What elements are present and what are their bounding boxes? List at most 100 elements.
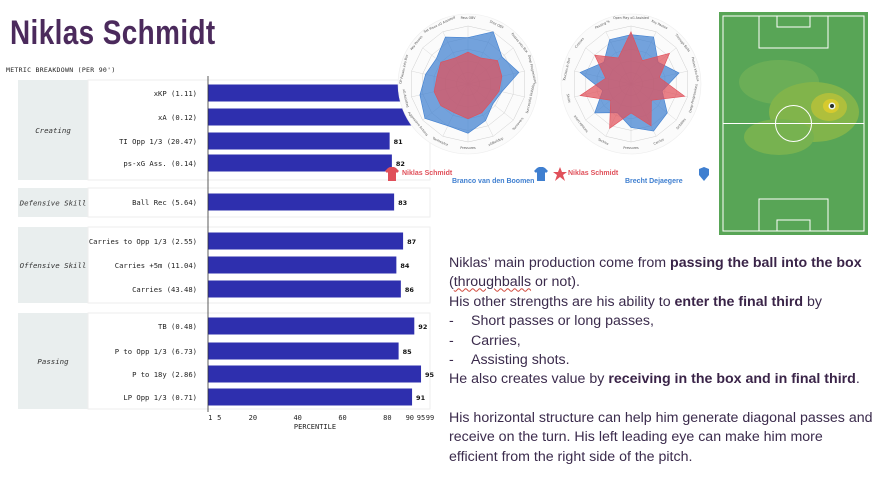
radar-axis-label: Pressures: [460, 146, 476, 150]
x-tick-label: 95: [417, 414, 425, 422]
group-panel: [18, 227, 88, 303]
red-shirt-icon: [385, 167, 399, 181]
group-label: Offensive Skill: [20, 261, 87, 270]
radar1-legend-left: Niklas Schmidt: [402, 170, 453, 177]
metric-label: Carries (43.48): [132, 285, 197, 294]
group-panel: [18, 80, 88, 180]
group-frame: [87, 187, 431, 218]
percentile-bar: [208, 154, 392, 172]
radar-axis-label: Pass OBV: [461, 16, 477, 20]
analysis-text: Niklas’ main production come from passin…: [449, 254, 874, 467]
analysis-paragraph-4: His horizontal structure can help him ge…: [449, 409, 873, 465]
radar-axis-label: Shot OBV: [489, 19, 505, 29]
x-tick-label: 80: [383, 414, 391, 422]
radar2-legend-left: Niklas Schmidt: [568, 170, 619, 177]
x-tick-label: 99: [426, 414, 434, 422]
bar-value-label: 81: [394, 138, 404, 146]
chart-subtitle: METRIC BREAKDOWN (PER 90'): [6, 66, 116, 74]
metric-label: P to Opp 1/3 (6.73): [115, 347, 197, 356]
bar-value-label: 92: [418, 323, 427, 331]
metric-label: Carries to Opp 1/3 (2.55): [89, 237, 197, 246]
page-title: Niklas Schmidt: [10, 14, 216, 52]
analysis-paragraph-3: He also creates value by receiving in th…: [449, 371, 860, 388]
metric-label: P to 18y (2.86): [132, 370, 197, 379]
list-item: - Short passes or long passes,: [449, 313, 654, 330]
percentile-bar: [208, 193, 395, 211]
metric-label: xA (0.12): [158, 113, 197, 122]
radar-axis-label: Passing %: [594, 19, 610, 30]
group-panel: [18, 313, 88, 409]
bar-value-label: 84: [400, 262, 410, 270]
group-frame: [87, 312, 431, 410]
percentile-bar: [208, 132, 390, 150]
radar1-legend-right: Branco van den Boomen: [452, 178, 535, 185]
analysis-paragraph-1: Niklas’ main production come from passin…: [449, 255, 862, 291]
group-label: Passing: [37, 357, 69, 366]
metric-label: xKP (1.11): [154, 89, 197, 98]
group-label: Creating: [35, 126, 71, 135]
radar-axis-label: Crosses: [574, 37, 585, 49]
percentile-bar: [208, 84, 406, 102]
list-item: - Assisting shots.: [449, 352, 570, 369]
x-tick-label: 60: [338, 414, 346, 422]
radar-axis-label: Touches in Box: [562, 57, 571, 82]
radar-axis-label: Carries: [653, 137, 665, 146]
radar-axis-label: Dribbles: [675, 117, 687, 130]
radar-axis-label: OP Passes into Box: [398, 54, 409, 84]
metric-label: LP Opp 1/3 (0.71): [123, 393, 197, 402]
blue-shirt-icon: [534, 167, 548, 181]
touch-heatmap-pitch: [719, 12, 868, 235]
metric-label: Carries +5m (11.04): [115, 261, 197, 270]
percentile-bar: [208, 317, 415, 335]
x-tick-label: 90: [406, 414, 414, 422]
radar-axis-label: Shots: [566, 94, 572, 104]
metric-label: Ball Rec (5.64): [132, 198, 197, 207]
x-tick-label: 1: [208, 414, 212, 422]
bar-value-label: 83: [398, 199, 407, 207]
radar-axis-label: xG Assisted: [402, 89, 410, 108]
group-label: Defensive Skill: [19, 199, 87, 208]
x-axis-label: PERCENTILE: [294, 423, 336, 431]
radar-axis-label: Passes into Box: [691, 57, 700, 82]
metric-label: TB (0.48): [158, 322, 197, 331]
bar-value-label: 87: [407, 238, 416, 246]
blue-club-icon: [699, 167, 709, 181]
radar-series-area: [579, 31, 686, 130]
radar-series-area: [433, 51, 503, 120]
radar-axis-label: Pressures: [623, 146, 639, 150]
radar-axis-label: Tackles: [596, 137, 609, 146]
radar-axis-label: Deep Progressions: [527, 54, 538, 84]
bar-value-label: 95: [425, 371, 435, 379]
bar-value-label: 85: [403, 348, 413, 356]
x-tick-label: 20: [249, 414, 257, 422]
group-panel: [18, 188, 88, 217]
percentile-bar: [208, 365, 422, 383]
x-tick-label: 40: [293, 414, 301, 422]
radar-axis-label: Tackles/Int: [431, 136, 449, 148]
metric-label: ps-xG Ass. (0.14): [123, 159, 197, 168]
bar-value-label: 86: [405, 286, 415, 294]
percentile-bar: [208, 342, 399, 360]
percentile-bar: [208, 280, 401, 298]
radar-axis-label: Key Passes: [651, 19, 669, 30]
list-item: - Carries,: [449, 332, 521, 349]
bar-value-label: 91: [416, 394, 426, 402]
radar-axis-label: Open Play xG Assisted: [613, 16, 649, 20]
red-star-icon: [553, 167, 567, 181]
percentile-bar: [208, 256, 397, 274]
radar-axis-label: Successful Dribbles: [525, 82, 536, 114]
radar2-legend-right: Brecht Dejaegere: [625, 178, 683, 185]
radar-axis-label: Deep Progressions: [688, 83, 699, 113]
group-frame: [87, 226, 431, 304]
analysis-paragraph-2: His other strengths are his ability to e…: [449, 293, 822, 310]
percentile-bar: [208, 232, 404, 250]
bar-value-label: 82: [396, 160, 405, 168]
x-tick-label: 5: [217, 414, 221, 422]
metric-label: TI Opp 1/3 (20.47): [119, 137, 197, 146]
percentile-bar: [208, 108, 413, 126]
percentile-bar: [208, 388, 413, 406]
radar-axis-label: xGBuildup: [487, 136, 504, 147]
